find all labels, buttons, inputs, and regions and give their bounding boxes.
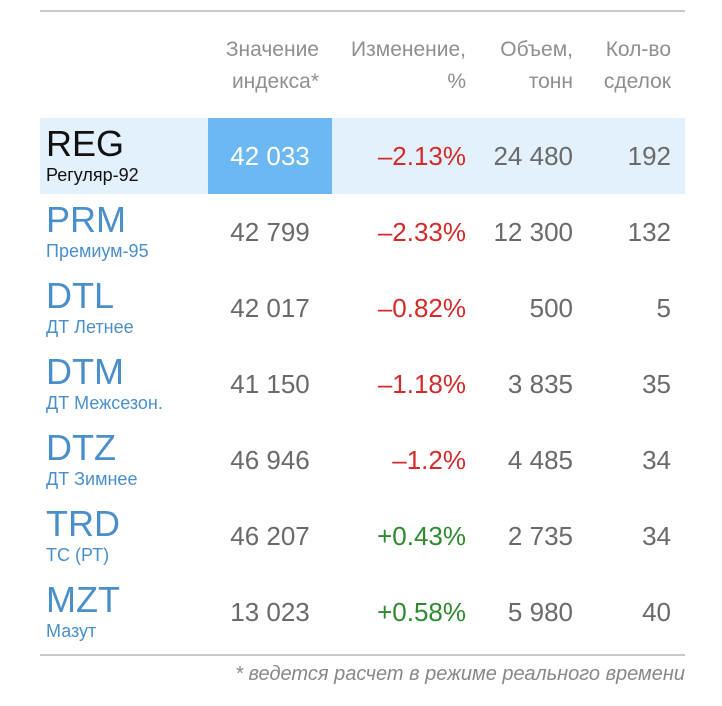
table-header: Значение индекса* Изменение, % Объем, то… [40, 12, 685, 118]
fuel-name-link[interactable]: ДТ Межсезон. [46, 393, 163, 413]
table-row-dtm[interactable]: DTM ДТ Межсезон. 41 150 –1.18% 3 835 35 [40, 346, 685, 422]
fuel-code-link[interactable]: DTZ [46, 427, 116, 468]
change-value: +0.43% [377, 521, 466, 551]
index-value: 46 207 [230, 521, 310, 551]
table-row-prm[interactable]: PRM Премиум-95 42 799 –2.33% 12 300 132 [40, 194, 685, 270]
index-value: 42 033 [208, 118, 332, 194]
fuel-code-link[interactable]: DTM [46, 351, 124, 392]
table-row-dtz[interactable]: DTZ ДТ Зимнее 46 946 –1.2% 4 485 34 [40, 422, 685, 498]
index-table: Значение индекса* Изменение, % Объем, то… [40, 10, 685, 686]
volume-value: 5 980 [507, 597, 573, 627]
table-row-trd[interactable]: TRD ТС (РТ) 46 207 +0.43% 2 735 34 [40, 498, 685, 574]
fuel-name-link[interactable]: Мазут [46, 621, 97, 641]
fuel-code-link[interactable]: PRM [46, 199, 126, 240]
deals-value: 132 [627, 217, 671, 247]
header-index: Значение индекса* [225, 38, 319, 93]
table-row-dtl[interactable]: DTL ДТ Летнее 42 017 –0.82% 500 5 [40, 270, 685, 346]
change-value: –0.82% [377, 293, 466, 323]
header-change: Изменение, % [351, 38, 466, 93]
change-value: –2.13% [377, 141, 466, 171]
volume-value: 2 735 [507, 521, 573, 551]
table-row-reg[interactable]: REG Регуляр-92 42 033 –2.13% 24 480 192 [40, 118, 685, 194]
deals-value: 34 [642, 521, 671, 551]
header-volume: Объем, тонн [500, 38, 573, 93]
deals-value: 40 [642, 597, 671, 627]
index-value: 42 017 [230, 293, 310, 323]
deals-value: 192 [627, 141, 671, 171]
fuel-name-link[interactable]: ТС (РТ) [46, 545, 110, 565]
change-value: +0.58% [377, 597, 466, 627]
index-value: 46 946 [230, 445, 310, 475]
index-value: 41 150 [230, 369, 310, 399]
deals-value: 5 [656, 293, 671, 323]
change-value: –1.2% [392, 445, 466, 475]
volume-value: 12 300 [493, 217, 573, 247]
header-deals: Кол-во сделок [603, 38, 671, 93]
fuel-code-link[interactable]: DTL [46, 275, 115, 316]
volume-value: 24 480 [493, 141, 573, 171]
change-value: –2.33% [377, 217, 466, 247]
index-value: 13 023 [230, 597, 310, 627]
fuel-code-link[interactable]: MZT [46, 579, 120, 620]
fuel-name-link[interactable]: ДТ Зимнее [46, 469, 138, 489]
deals-value: 34 [642, 445, 671, 475]
fuel-name-link[interactable]: ДТ Летнее [46, 317, 134, 337]
volume-value: 500 [529, 293, 573, 323]
volume-value: 3 835 [507, 369, 573, 399]
fuel-code-link[interactable]: REG [46, 123, 125, 164]
fuel-code-link[interactable]: TRD [46, 503, 120, 544]
index-value: 42 799 [230, 217, 310, 247]
top-divider [40, 10, 685, 12]
change-value: –1.18% [377, 369, 466, 399]
fuel-name-link[interactable]: Премиум-95 [46, 241, 149, 261]
fuel-name-link[interactable]: Регуляр-92 [46, 165, 139, 185]
volume-value: 4 485 [507, 445, 573, 475]
table-row-mzt[interactable]: MZT Мазут 13 023 +0.58% 5 980 40 [40, 574, 685, 650]
footnote: * ведется расчет в режиме реального врем… [235, 663, 685, 685]
deals-value: 35 [642, 369, 671, 399]
bottom-divider [40, 654, 685, 656]
